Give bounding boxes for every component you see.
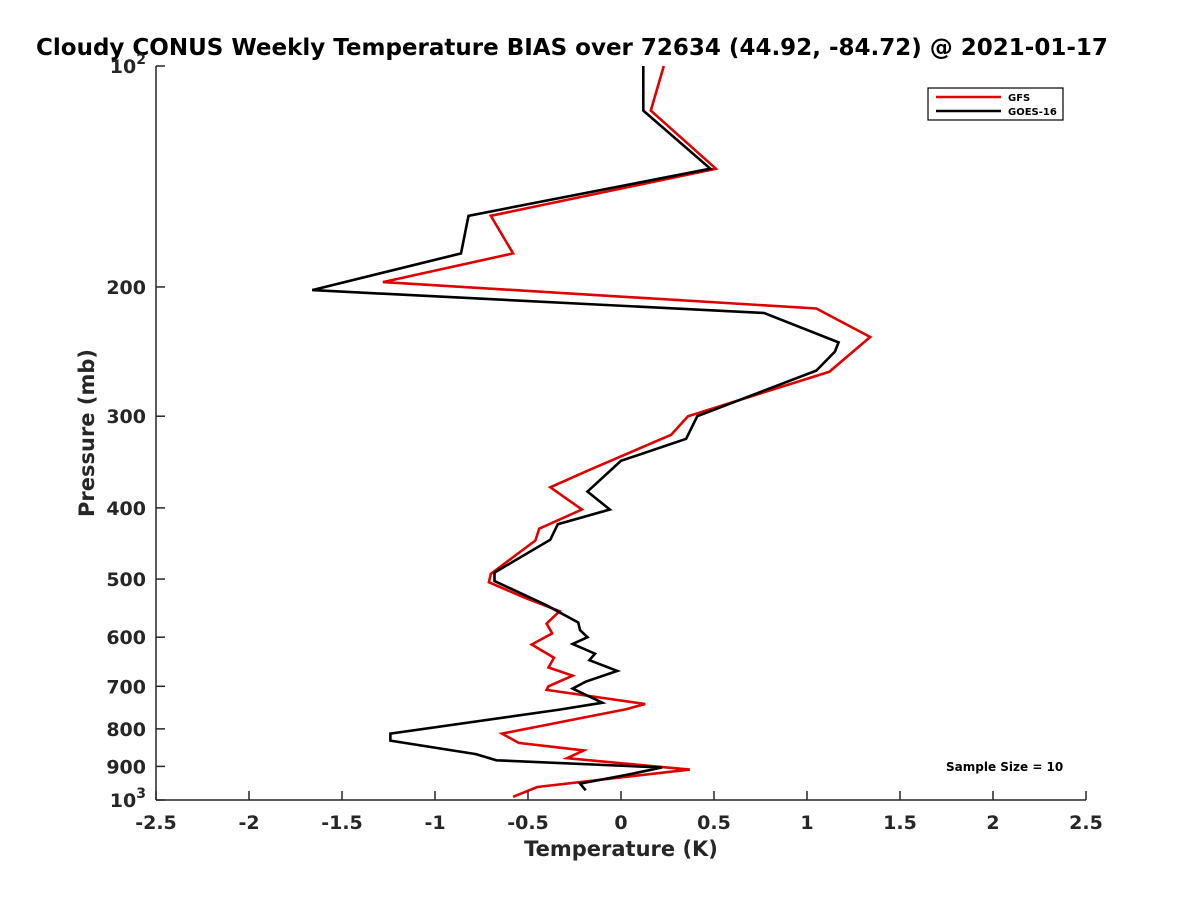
y-tick-label: 900 xyxy=(106,756,146,778)
x-tick-label: 2 xyxy=(986,812,999,834)
chart-title: Cloudy CONUS Weekly Temperature BIAS ove… xyxy=(36,35,1108,61)
legend-label-goes-16: GOES-16 xyxy=(1008,107,1057,118)
x-tick-label: -1 xyxy=(424,812,445,834)
sample-size-annotation: Sample Size = 10 xyxy=(946,760,1063,774)
x-axis-label: Temperature (K) xyxy=(524,837,718,861)
x-tick-label: -2 xyxy=(238,812,259,834)
legend-box xyxy=(927,87,1064,121)
y-tick-label: 600 xyxy=(106,627,146,649)
plot-area xyxy=(311,65,873,799)
y-tick-label: 400 xyxy=(106,498,146,520)
y-tick-label: 500 xyxy=(106,569,146,591)
x-tick-label: 0 xyxy=(614,812,627,834)
y-ticks: 102 200 300 400 500 600 700 800 900 103 xyxy=(106,52,165,812)
x-tick-label: -1.5 xyxy=(321,812,363,834)
x-tick-label: 0.5 xyxy=(697,812,731,834)
y-tick-label: 800 xyxy=(106,719,146,741)
x-tick-label: 1.5 xyxy=(883,812,917,834)
series-line-gfs xyxy=(382,65,873,799)
x-tick-label: -2.5 xyxy=(135,812,177,834)
x-tick-label: 1 xyxy=(800,812,813,834)
series-line-goes-16 xyxy=(311,66,841,792)
legend-label-gfs: GFS xyxy=(1008,93,1030,104)
legend: GFS GOES-16 xyxy=(927,87,1064,121)
y-axis-label: Pressure (mb) xyxy=(75,349,99,517)
y-tick-label: 103 xyxy=(110,786,146,812)
x-ticks: -2.5 -2 -1.5 -1 -0.5 0 0.5 1 1.5 2 2.5 xyxy=(135,791,1103,834)
y-tick-label: 300 xyxy=(106,406,146,428)
y-tick-label: 200 xyxy=(106,277,146,299)
y-tick-label: 102 xyxy=(110,52,146,78)
y-tick-label: 700 xyxy=(106,676,146,698)
x-tick-label: -0.5 xyxy=(507,812,549,834)
x-tick-label: 2.5 xyxy=(1069,812,1103,834)
